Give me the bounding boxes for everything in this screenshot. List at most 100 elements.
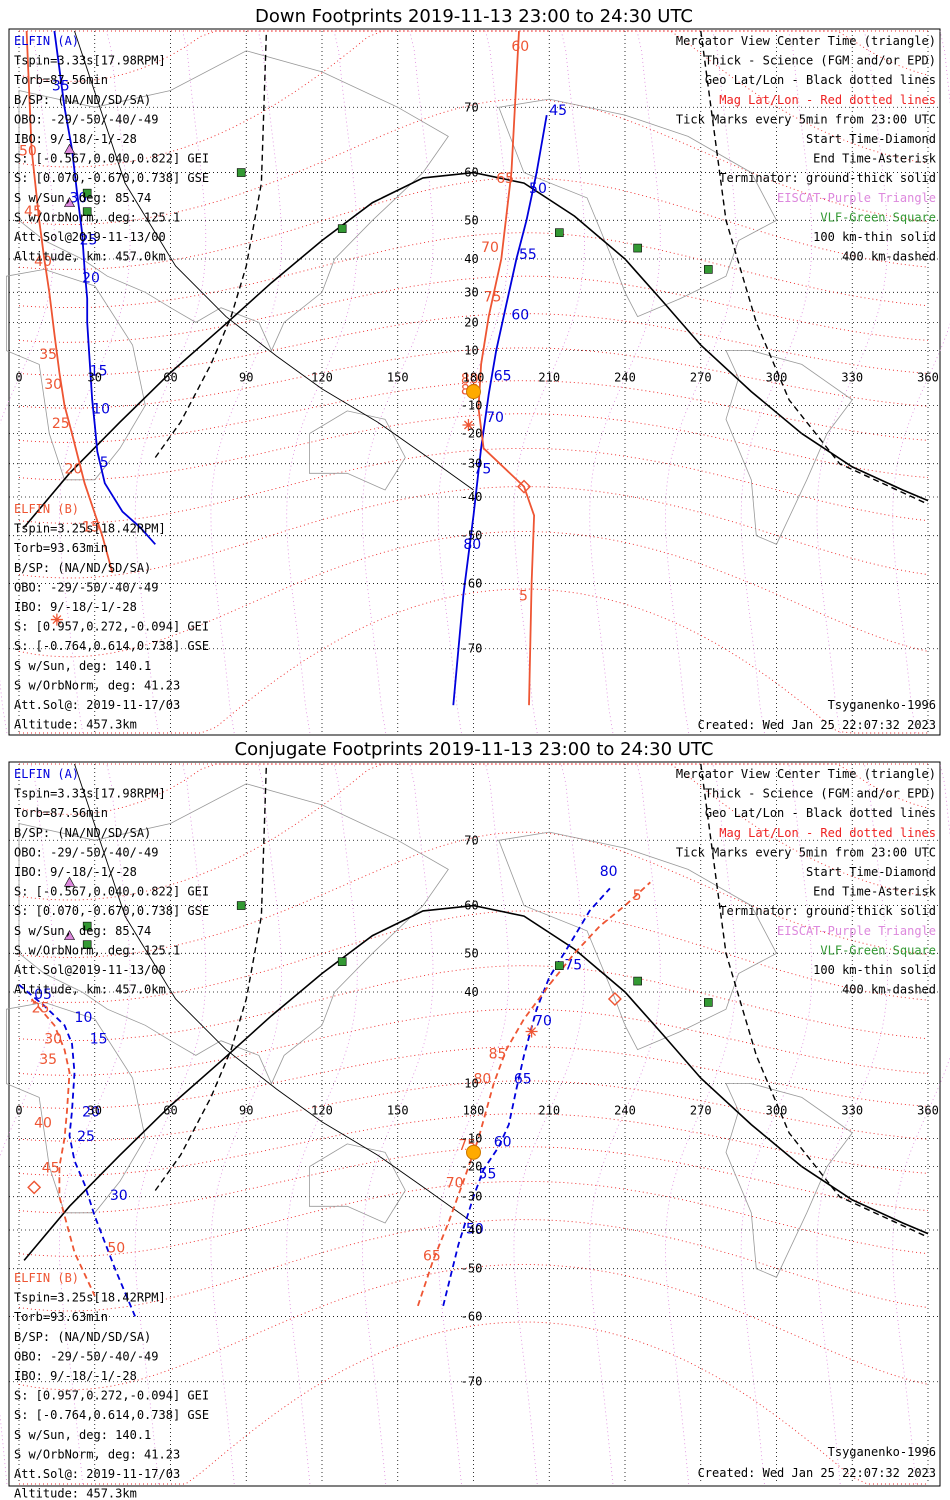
vlf-square-marker	[633, 243, 642, 253]
eiscat-triangle-marker	[63, 876, 76, 887]
terminator-ground	[23, 904, 929, 1261]
y-tick-label: -60	[461, 576, 483, 590]
info-line: S: [0.070,-0.670,0.738] GSE	[14, 171, 209, 185]
x-tick-label: 360	[917, 1104, 939, 1118]
track-tick-label: 70	[446, 1175, 464, 1191]
eiscat-triangle-marker	[63, 930, 76, 940]
track-tick-label: 80	[600, 864, 618, 880]
mag-latitude-line	[19, 1321, 928, 1485]
mag-longitude-line	[0, 30, 55, 734]
info-line: B/SP: (NA/ND/SD/SA)	[14, 826, 151, 840]
track-tick-label: 65	[423, 1248, 441, 1264]
start-diamond-marker	[607, 992, 622, 1006]
vlf-square-marker	[82, 207, 92, 216]
footprint-track	[18, 984, 136, 1317]
track-tick-label: 45	[24, 204, 42, 220]
x-tick-label: 300	[766, 1104, 788, 1118]
track-tick-label: 35	[52, 79, 70, 95]
x-tick-label: 330	[841, 371, 863, 385]
mag-longitude-line	[286, 763, 358, 1485]
track-tick-label: 50	[107, 1240, 125, 1256]
footprint-track	[30, 998, 96, 1297]
x-tick-label: 210	[538, 371, 560, 385]
info-line: OBO: -29/-50/-40/-49	[14, 112, 159, 126]
mag-latitude-line	[18, 831, 929, 958]
info-line: S w/OrbNorm, deg: 125.1	[14, 210, 180, 224]
info-line: Torb=93.63min	[14, 1310, 108, 1324]
x-tick-label: 240	[614, 1104, 636, 1118]
map-grid	[9, 31, 938, 733]
elfin-a-info: ELFIN (A) Tspin=3.33s[17.98RPM] Torb=87.56…	[14, 34, 209, 264]
track-tick-label: 20	[82, 271, 100, 287]
elfin-b-info: ELFIN (B) Tspin=3.25s[18.42RPM] Torb=93.63…	[14, 1271, 209, 1500]
mag-longitude-line	[816, 30, 889, 734]
info-line: Tspin=3.25s[18.42RPM]	[14, 522, 166, 536]
track-tick-label: 65	[496, 171, 514, 187]
info-line: B/SP: (NA/ND/SD/SA)	[14, 93, 151, 107]
info-line: S w/Sun, deg: 140.1	[14, 1428, 151, 1442]
mag-longitude-line	[437, 763, 510, 1485]
mag-latitude-line	[18, 1219, 929, 1312]
y-tick-label: 70	[464, 833, 478, 847]
coastline-path	[725, 1083, 853, 1278]
panel-title: Conjugate Footprints 2019-11-13 23:00 to…	[235, 739, 714, 760]
track-tick-label: 85	[489, 1046, 507, 1062]
track-tick-label: 65	[494, 369, 512, 385]
coastline-path	[6, 1001, 146, 1214]
info-line: ELFIN (B)	[14, 502, 79, 516]
info-line: Altitude: 457.3km	[14, 718, 137, 732]
y-tick-label: -70	[461, 642, 483, 656]
legend-entry: Mag Lat/Lon - Red dotted lines	[719, 93, 936, 107]
mag-longitude-line	[286, 30, 358, 734]
track-tick-label: 60	[511, 39, 529, 55]
track-tick-label: 35	[39, 1052, 57, 1068]
legend-entry: Thick - Science (FGM and/or EPD)	[705, 787, 936, 801]
track-tick-label: 40	[34, 1115, 52, 1131]
track-tick-label: 50	[466, 1222, 484, 1238]
mag-longitude-line	[589, 763, 661, 1485]
info-line: S w/Sun, deg: 85.74	[14, 924, 151, 938]
mag-longitude-line	[210, 763, 283, 1485]
station-markers	[50, 143, 713, 626]
track-tick-label: 50	[19, 143, 37, 159]
y-tick-label: 30	[464, 285, 478, 299]
y-tick-label: -40	[461, 1223, 483, 1237]
coastline-path	[498, 831, 778, 1051]
y-tick-label: -60	[461, 1309, 483, 1323]
terminator-lines	[23, 763, 929, 1261]
info-line: S: [-0.764,0.614,0.738] GSE	[14, 639, 209, 653]
mag-latitude-line	[18, 531, 929, 658]
track-tick-label: 60	[511, 307, 529, 323]
elfin-b-info: ELFIN (B) Tspin=3.25s[18.42RPM] Torb=93.63…	[14, 502, 209, 732]
legend-entry: Tick Marks every 5min from 23:00 UTC	[676, 112, 936, 126]
x-tick-label: 120	[311, 1104, 333, 1118]
info-line: IBO: 9/-18/-1/-28	[14, 132, 137, 146]
mag-longitude-line	[58, 763, 131, 1485]
coastline-outlines	[6, 50, 853, 545]
track-tick-label: 50	[529, 181, 547, 197]
mag-latitude-line	[18, 763, 929, 815]
coastline-path	[725, 350, 853, 545]
info-line: S: [0.957,0.272,-0.094] GEI	[14, 1389, 209, 1403]
info-line: ELFIN (A)	[14, 767, 79, 781]
info-line: B/SP: (NA/ND/SD/SA)	[14, 1330, 151, 1344]
down-footprints-panel: Down Footprints 2019-11-13 23:00 to 24:3…	[0, 6, 950, 736]
info-line: IBO: 9/-18/-1/-28	[14, 1369, 137, 1383]
vlf-square-marker	[337, 957, 347, 966]
mag-latitude-line	[19, 588, 928, 734]
info-line: ELFIN (A)	[14, 34, 79, 48]
track-tick-label: 25	[80, 232, 98, 248]
x-tick-label: 60	[163, 371, 177, 385]
legend-entry: Start Time-Diamond	[806, 865, 936, 879]
terminator-ground	[23, 171, 929, 528]
legend-entry: EISCAT-Purple Triangle	[777, 191, 936, 205]
y-tick-label: 60	[464, 899, 478, 913]
mag-latitude-line	[18, 1008, 929, 1076]
sun-marker	[466, 384, 481, 400]
mag-longitude-line	[134, 763, 207, 1485]
y-tick-label: -70	[461, 1375, 483, 1389]
legend-entry: Tick Marks every 5min from 23:00 UTC	[676, 845, 936, 859]
y-tick-label: -40	[461, 490, 483, 504]
info-line: Att.Sol@: 2019-11-17/03	[14, 698, 180, 712]
legend: Mercator View Center Time (triangle) Thic…	[676, 34, 937, 264]
